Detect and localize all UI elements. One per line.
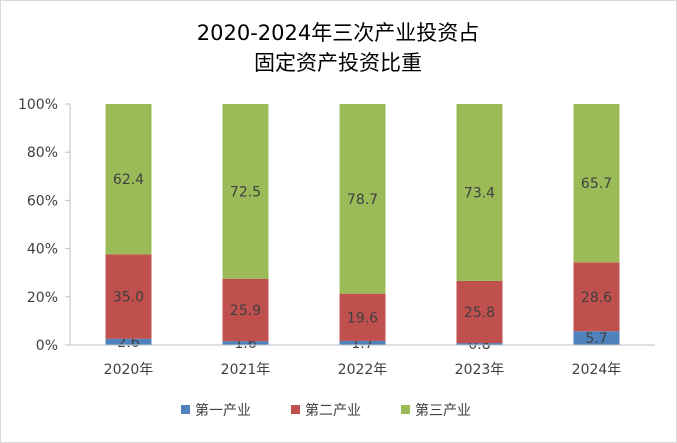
bar-segment [105,338,152,345]
data-label: 25.8 [464,305,495,321]
data-label: 28.6 [581,290,612,306]
data-label: 2.6 [117,335,139,351]
bar-segment [456,343,503,345]
bar-segment [573,104,620,263]
data-label: 65.7 [581,176,612,192]
chart-title-line: 2020-2024年三次产业投资占 [197,21,479,45]
chart-title-line: 固定资产投资比重 [254,51,422,75]
bar-segment [339,104,386,294]
y-tick-label: 80% [27,145,58,161]
bar-segment [339,340,386,345]
data-label: 78.7 [347,192,378,208]
legend-swatch [291,405,300,414]
y-tick-label: 60% [27,193,58,209]
bar-segment [456,104,503,281]
legend-swatch [401,405,410,414]
y-tick-label: 0% [36,338,58,354]
y-tick-label: 100% [18,97,58,113]
bar-segment [339,293,386,341]
legend-label: 第一产业 [195,402,251,419]
data-label: 25.9 [230,303,261,319]
bar-segment [456,280,503,344]
bar-segment [573,262,620,332]
data-label: 72.5 [230,184,261,200]
x-tick-label: 2024年 [572,362,622,378]
legend-label: 第三产业 [415,402,471,419]
data-label: 62.4 [113,172,144,188]
x-tick-label: 2022年 [338,362,388,378]
data-label: 5.7 [585,331,607,347]
data-label: 19.6 [347,310,378,326]
data-label: 35.0 [113,290,144,306]
x-tick-label: 2023年 [455,362,505,378]
data-label: 73.4 [464,185,495,201]
bar-segment [222,104,269,279]
bar-segment [573,331,620,345]
bar-segment [222,341,269,345]
legend-swatch [181,405,190,414]
bar-segment [222,278,269,342]
bar-segment [105,104,152,255]
legend-label: 第二产业 [305,402,361,419]
bar-segment [105,254,152,339]
y-tick-label: 40% [27,242,58,258]
x-tick-label: 2021年 [221,362,271,378]
y-tick-label: 20% [27,290,58,306]
x-tick-label: 2020年 [104,362,154,378]
